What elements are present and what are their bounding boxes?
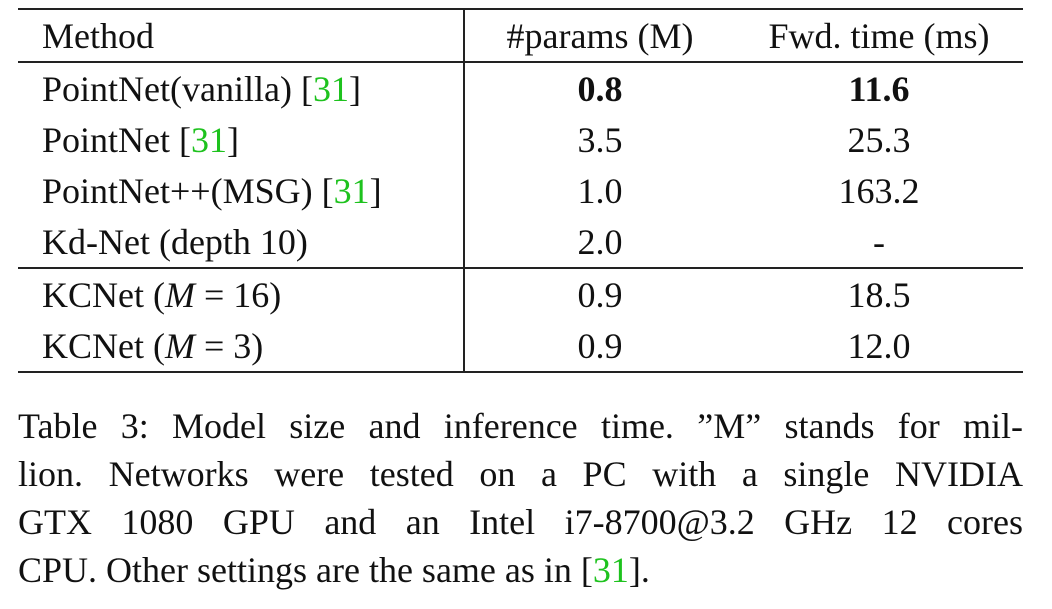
method-cell: PointNet [31]	[18, 114, 465, 165]
method-name: PointNet(vanilla)	[42, 68, 301, 109]
citation-open: [	[179, 119, 192, 160]
time-cell: 25.3	[847, 119, 911, 160]
table-row: KCNet (M = 3) 0.9 12.0	[18, 320, 1023, 372]
caption-line: CPU. Other settings are the same as in […	[18, 546, 1023, 594]
params-cell: 3.5	[577, 119, 623, 160]
math-variable: M	[164, 274, 195, 315]
method-name: KCNet (	[42, 325, 165, 366]
method-cell: KCNet (M = 3)	[18, 320, 465, 372]
time-cell: 18.5	[847, 274, 911, 315]
time-cell: 163.2	[838, 170, 920, 211]
math-variable: M	[164, 325, 195, 366]
time-cell: 12.0	[847, 325, 911, 366]
results-table: Method #params (M) Fwd. time (ms) PointN…	[18, 8, 1023, 373]
params-cell: 0.9	[577, 325, 623, 366]
header-params: #params (M)	[506, 15, 694, 56]
params-cell: 2.0	[577, 221, 623, 262]
citation-close: ]	[348, 68, 361, 109]
header-row: Method #params (M) Fwd. time (ms)	[18, 9, 1023, 62]
table-caption: Table 3: Model size and inference time. …	[18, 402, 1023, 594]
method-cell: PointNet++(MSG) [31]	[18, 165, 465, 216]
table-body: PointNet(vanilla) [31] 0.8 11.6 PointNet…	[18, 62, 1023, 372]
citation-link[interactable]: 31	[333, 170, 370, 211]
table-row: PointNet(vanilla) [31] 0.8 11.6	[18, 62, 1023, 114]
table-row: PointNet++(MSG) [31] 1.0 163.2	[18, 165, 1023, 216]
citation-open: [	[300, 68, 313, 109]
params-cell: 0.9	[577, 274, 623, 315]
method-name: KCNet (	[42, 274, 165, 315]
method-name: PointNet++(MSG)	[42, 170, 322, 211]
method-cell: KCNet (M = 16)	[18, 268, 465, 320]
method-cell: PointNet(vanilla) [31]	[18, 62, 465, 114]
math-expression: = 3)	[194, 325, 264, 366]
citation-close: ]	[369, 170, 382, 211]
header-time: Fwd. time (ms)	[768, 15, 990, 56]
citation-open: [	[321, 170, 334, 211]
table-row: PointNet [31] 3.5 25.3	[18, 114, 1023, 165]
time-cell: -	[873, 221, 885, 262]
table-header: Method #params (M) Fwd. time (ms)	[18, 9, 1023, 62]
citation-close: ]	[227, 119, 240, 160]
citation-link[interactable]: 31	[191, 119, 228, 160]
params-cell: 1.0	[577, 170, 623, 211]
caption-line: Table 3: Model size and inference time. …	[18, 406, 1023, 446]
table-row: KCNet (M = 16) 0.9 18.5	[18, 268, 1023, 320]
method-name: Kd-Net (depth 10)	[42, 221, 308, 262]
citation-link[interactable]: 31	[592, 550, 629, 590]
caption-text: CPU. Other settings are the same as in [	[18, 550, 593, 590]
citation-link[interactable]: 31	[312, 68, 349, 109]
method-name: PointNet	[42, 119, 180, 160]
header-method: Method	[18, 9, 465, 62]
params-cell: 0.8	[577, 68, 623, 109]
caption-line: lion. Networks were tested on a PC with …	[18, 454, 1023, 494]
time-cell: 11.6	[848, 68, 910, 109]
math-expression: = 16)	[194, 274, 282, 315]
caption-text: ].	[628, 550, 650, 590]
caption-line: GTX 1080 GPU and an Intel i7-8700@3.2 GH…	[18, 502, 1023, 542]
method-cell: Kd-Net (depth 10)	[18, 216, 465, 268]
table-row: Kd-Net (depth 10) 2.0 -	[18, 216, 1023, 268]
